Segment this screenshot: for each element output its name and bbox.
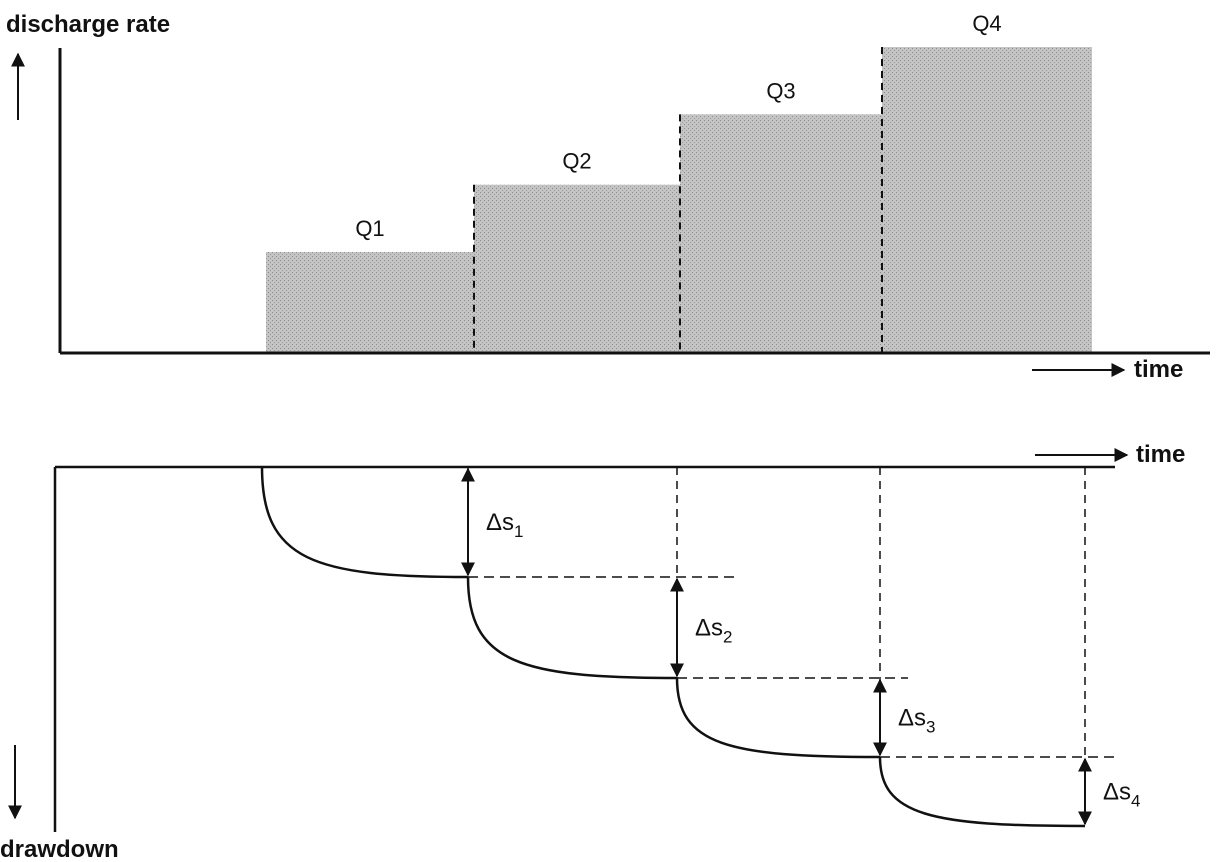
drawdown-panel: time drawdown Δs1 Δs2 Δs3 Δs4 (0, 441, 1185, 862)
discharge-bar-q3 (680, 114, 882, 353)
drawdown-curve-3 (675, 677, 881, 759)
drawdown-curve-2 (466, 576, 678, 680)
drawdown-curve-1 (260, 466, 469, 579)
delta-s-label-2: Δs2 (695, 615, 733, 647)
discharge-bar-q1 (266, 252, 474, 353)
discharge-bars (266, 47, 1092, 353)
delta-s-label-3: Δs3 (898, 705, 936, 737)
time-axis-label-top: time (1134, 356, 1183, 383)
drawdown-increment-labels: Δs1 Δs2 Δs3 Δs4 (486, 509, 1141, 811)
drawdown-increment-arrows (461, 467, 1092, 826)
step-label-q4: Q4 (972, 11, 1001, 36)
step-label-q2: Q2 (562, 149, 591, 174)
drawdown-curve-4 (878, 756, 1086, 828)
drawdown-guides (467, 467, 1115, 758)
step-label-q1: Q1 (355, 216, 384, 241)
discharge-bar-q2 (474, 184, 680, 353)
time-axis-label-bottom: time (1136, 441, 1185, 468)
discharge-axis-label: discharge rate (6, 11, 170, 38)
step-dividers (473, 47, 883, 353)
discharge-bar-q4 (882, 47, 1092, 353)
delta-s-label-4: Δs4 (1103, 779, 1141, 811)
delta-s-label-1: Δs1 (486, 509, 524, 541)
discharge-step-labels: Q1 Q2 Q3 Q4 (355, 11, 1001, 241)
drawdown-axis-label: drawdown (0, 836, 119, 862)
step-label-q3: Q3 (766, 78, 795, 103)
drawdown-curves (260, 466, 1086, 828)
discharge-panel: discharge rate time Q1 Q2 Q3 Q4 (6, 11, 1210, 383)
